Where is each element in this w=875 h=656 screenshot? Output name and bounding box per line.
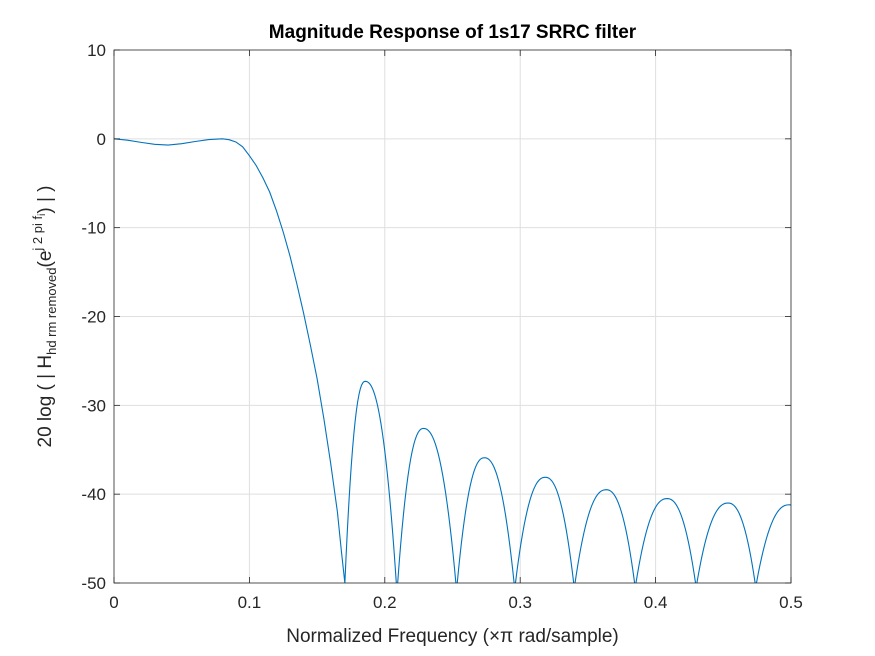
x-tick-label: 0 — [109, 593, 118, 612]
x-tick-label: 0.2 — [373, 593, 397, 612]
chart-title: Magnitude Response of 1s17 SRRC filter — [269, 22, 637, 43]
y-label-subscript: hd rm removed — [44, 267, 59, 354]
y-tick-label: -40 — [81, 485, 106, 504]
tick-marks — [113, 49, 792, 584]
x-tick-label: 0.5 — [779, 593, 803, 612]
x-tick-label: 0.1 — [238, 593, 262, 612]
y-label-mid: (e — [35, 251, 56, 268]
y-axis-label: 20 log ( | Hhd rm removed(ej 2 pi fi) | … — [30, 186, 59, 448]
y-label-superscript: j 2 pi f — [30, 216, 45, 252]
x-tick-label: 0.4 — [644, 593, 668, 612]
magnitude-response-line — [114, 138, 791, 583]
y-tick-labels: 10 0 -10 -20 -30 -40 -50 — [81, 41, 106, 593]
y-tick-label: -30 — [81, 396, 106, 415]
x-tick-label: 0.3 — [508, 593, 532, 612]
y-tick-label: 0 — [97, 130, 106, 149]
x-axis-label: Normalized Frequency (×π rad/sample) — [286, 626, 619, 647]
y-label-suffix: ) | ) — [35, 186, 56, 214]
y-tick-label: -50 — [81, 574, 106, 593]
y-tick-label: 10 — [87, 41, 106, 60]
y-tick-label: -20 — [81, 308, 106, 327]
y-label-prefix: 20 log ( | H — [35, 355, 56, 448]
plot-area — [114, 138, 791, 583]
grid — [114, 50, 791, 583]
y-label-superscript-sub: i — [37, 214, 48, 216]
y-tick-label: -10 — [81, 219, 106, 238]
x-tick-labels: 0 0.1 0.2 0.3 0.4 0.5 — [109, 593, 803, 612]
